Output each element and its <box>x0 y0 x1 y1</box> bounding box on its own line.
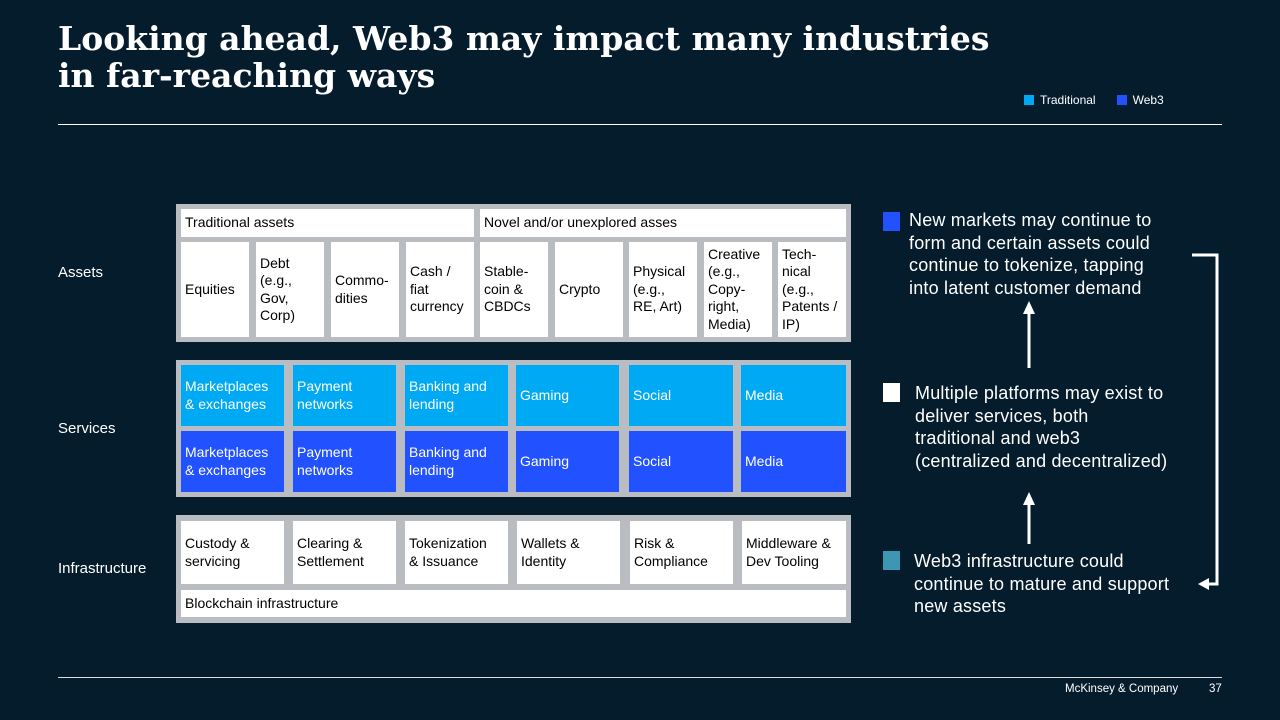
service-traditional-cell: Media <box>741 365 846 426</box>
service-traditional-cell: Banking and lending <box>405 365 508 426</box>
row-label-infrastructure: Infrastructure <box>58 560 147 577</box>
bottom-divider <box>58 677 1222 678</box>
asset-cell: Physical (e.g., RE, Art) <box>629 242 697 337</box>
service-traditional-cell: Marketplaces & exchanges <box>181 365 284 426</box>
feedback-bracket-arrow <box>1192 253 1219 590</box>
service-web3-cell: Marketplaces & exchanges <box>181 431 284 492</box>
callout-platforms: Multiple platforms may exist to deliver … <box>915 383 1168 471</box>
top-divider <box>58 124 1222 125</box>
legend-item-web3: Web3 <box>1116 93 1164 107</box>
legend-item-traditional: Traditional <box>1024 93 1096 107</box>
legend-swatch-web3 <box>1116 95 1127 105</box>
asset-cell: Equities <box>181 242 249 337</box>
legend-swatch-traditional <box>1024 95 1034 105</box>
callout-marker-infrastructure <box>883 551 900 570</box>
page-title: Looking ahead, Web3 may impact many indu… <box>58 19 990 95</box>
legend-label-traditional: Traditional <box>1040 93 1096 107</box>
asset-cell: Commo- dities <box>331 242 399 337</box>
arrow-up-upper <box>1023 301 1035 368</box>
asset-cell: Crypto <box>555 242 623 337</box>
assets-panel: Traditional assets Novel and/or unexplor… <box>176 204 851 342</box>
title-line-2: in far-reaching ways <box>58 56 436 95</box>
arrow-up-lower <box>1023 492 1035 544</box>
infrastructure-cell: Middleware & Dev Tooling <box>742 521 846 584</box>
asset-cell: Cash / fiat currency <box>406 242 474 337</box>
infrastructure-cell: Tokenization & Issuance <box>405 521 508 584</box>
asset-cell: Tech- nical (e.g., Patents / IP) <box>778 242 846 337</box>
callout-markets: New markets may continue to form and cer… <box>909 210 1152 298</box>
callout-infrastructure: Web3 infrastructure could continue to ma… <box>914 551 1170 616</box>
service-web3-cell: Gaming <box>516 431 619 492</box>
footer-company: McKinsey & Company <box>1065 683 1179 695</box>
blockchain-infrastructure-bar: Blockchain infrastructure <box>181 590 846 617</box>
infrastructure-cell: Clearing & Settlement <box>293 521 396 584</box>
services-panel: Marketplaces & exchanges Payment network… <box>176 360 851 497</box>
callout-marker-platforms <box>883 383 900 402</box>
infrastructure-panel: Custody & servicing Clearing & Settlemen… <box>176 515 851 623</box>
service-traditional-cell: Social <box>629 365 733 426</box>
asset-cell: Creative (e.g., Copy- right, Media) <box>704 242 772 337</box>
title-line-1: Looking ahead, Web3 may impact many indu… <box>58 19 990 58</box>
service-web3-cell: Banking and lending <box>405 431 508 492</box>
service-traditional-cell: Payment networks <box>293 365 396 426</box>
infrastructure-cell: Risk & Compliance <box>630 521 733 584</box>
service-web3-cell: Social <box>629 431 733 492</box>
callout-marker-markets <box>883 212 900 231</box>
header-novel-assets: Novel and/or unexplored asses <box>480 209 846 237</box>
header-traditional-assets: Traditional assets <box>181 209 474 237</box>
service-web3-cell: Payment networks <box>293 431 396 492</box>
row-label-assets: Assets <box>58 264 104 281</box>
service-web3-cell: Media <box>741 431 846 492</box>
infrastructure-cell: Wallets & Identity <box>517 521 620 584</box>
asset-cell: Stable- coin & CBDCs <box>480 242 548 337</box>
footer-page-number: 37 <box>1209 683 1222 695</box>
infrastructure-cell: Custody & servicing <box>181 521 284 584</box>
service-traditional-cell: Gaming <box>516 365 619 426</box>
row-label-services: Services <box>58 420 116 437</box>
asset-cell: Debt (e.g., Gov, Corp) <box>256 242 324 337</box>
legend-label-web3: Web3 <box>1132 93 1164 107</box>
legend: Traditional Web3 <box>1024 93 1185 107</box>
